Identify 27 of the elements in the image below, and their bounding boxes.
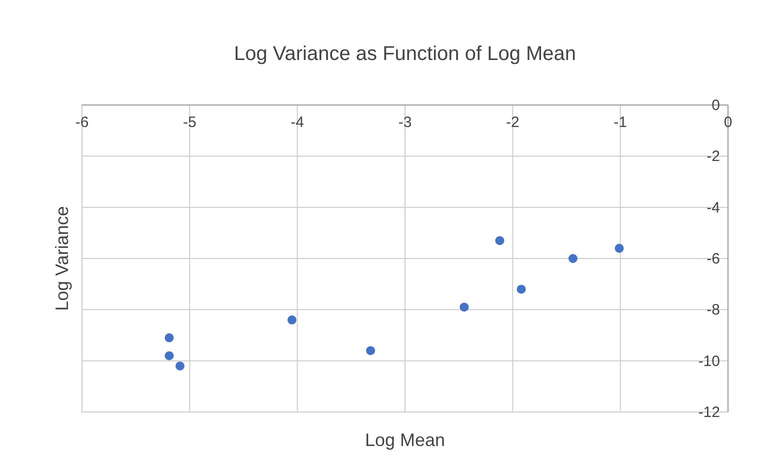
point — [366, 346, 376, 356]
chart-title: Log Variance as Function of Log Mean — [234, 43, 576, 65]
point — [516, 284, 526, 294]
y-tick-label: -12 — [698, 404, 720, 421]
y-tick-label: -2 — [706, 148, 720, 166]
point — [175, 361, 184, 370]
y-tick-label: -10 — [698, 352, 720, 370]
x-tick-label: -6 — [75, 114, 89, 131]
x-tick-label: -3 — [398, 114, 412, 131]
point — [495, 236, 504, 246]
y-axis-title: Log Variance — [52, 206, 72, 311]
x-tick-label: -4 — [290, 114, 304, 131]
x-tick-label: -5 — [182, 114, 196, 131]
y-tick-label: 0 — [712, 97, 720, 114]
x-axis-title: Log Mean — [364, 430, 446, 450]
y-tick-label: -4 — [706, 199, 720, 216]
point — [460, 302, 469, 312]
x-tick-label: 0 — [724, 114, 732, 131]
y-tick-label: -8 — [706, 302, 720, 319]
point — [614, 244, 624, 253]
point — [568, 254, 578, 263]
point — [287, 315, 296, 324]
point — [164, 333, 174, 342]
y-tick-label: -6 — [706, 250, 720, 268]
x-tick-label: -2 — [506, 114, 520, 131]
point — [164, 351, 174, 360]
x-tick-label: -1 — [614, 114, 628, 131]
